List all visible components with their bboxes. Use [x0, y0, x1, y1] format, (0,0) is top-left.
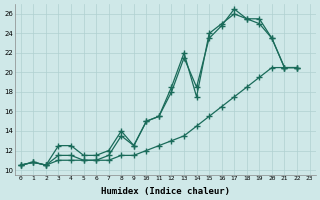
X-axis label: Humidex (Indice chaleur): Humidex (Indice chaleur): [101, 187, 230, 196]
